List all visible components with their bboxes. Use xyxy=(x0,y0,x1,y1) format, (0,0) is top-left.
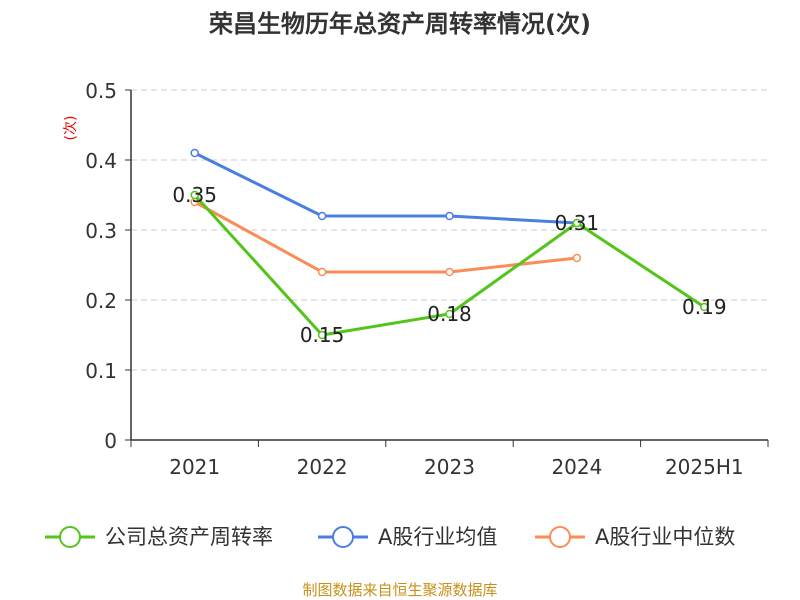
series-line xyxy=(194,151,577,225)
data-label: 0.35 xyxy=(172,183,217,207)
y-tick-label: 0.3 xyxy=(85,219,117,243)
legend-marker xyxy=(332,526,354,548)
data-point xyxy=(445,211,454,221)
x-tick-label: 2024 xyxy=(551,455,602,479)
y-tick-label: 0.2 xyxy=(85,289,117,313)
y-tick-label: 0.5 xyxy=(85,79,117,103)
data-label: 0.15 xyxy=(300,323,345,347)
x-tick-label: 2023 xyxy=(424,455,475,479)
data-point xyxy=(317,211,327,221)
data-point xyxy=(190,148,199,158)
legend-marker xyxy=(549,526,571,548)
data-point xyxy=(317,267,327,277)
data-point xyxy=(572,218,582,228)
data-point xyxy=(445,267,454,277)
y-tick-label: 0 xyxy=(104,429,117,453)
data-point xyxy=(445,309,454,319)
x-tick-label: 2022 xyxy=(297,455,348,479)
footer-source: 制图数据来自恒生聚源数据库 xyxy=(302,581,497,599)
y-tick-label: 0.1 xyxy=(85,359,117,383)
legend-label: A股行业中位数 xyxy=(595,525,735,549)
data-point xyxy=(317,330,327,340)
data-point xyxy=(572,253,582,263)
legend-label: 公司总资产周转率 xyxy=(105,525,273,549)
data-point xyxy=(700,302,709,312)
x-tick-label: 2021 xyxy=(169,455,220,479)
y-axis-label: (次) xyxy=(63,116,79,141)
series-line xyxy=(193,200,578,274)
data-label: 0.18 xyxy=(427,302,472,326)
x-tick-label: 2025H1 xyxy=(665,455,744,479)
y-tick-label: 0.4 xyxy=(85,149,117,173)
legend-label: A股行业均值 xyxy=(378,525,497,549)
data-label: 0.31 xyxy=(555,211,600,235)
chart-title: 荣昌生物历年总资产周转率情况(次) xyxy=(209,10,591,38)
legend-marker xyxy=(59,526,81,548)
data-label: 0.19 xyxy=(682,295,727,319)
data-point xyxy=(190,190,199,200)
